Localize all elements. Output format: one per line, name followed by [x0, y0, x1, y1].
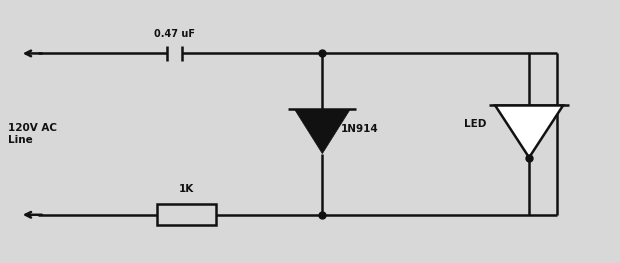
Text: 0.47 uF: 0.47 uF [154, 29, 195, 39]
Polygon shape [294, 109, 350, 154]
Text: 1K: 1K [179, 184, 194, 194]
Text: LED: LED [464, 119, 486, 129]
Bar [157, 204, 216, 225]
Text: 1N914: 1N914 [341, 124, 379, 134]
Polygon shape [495, 105, 563, 158]
Text: 120V AC
Line: 120V AC Line [7, 123, 56, 145]
